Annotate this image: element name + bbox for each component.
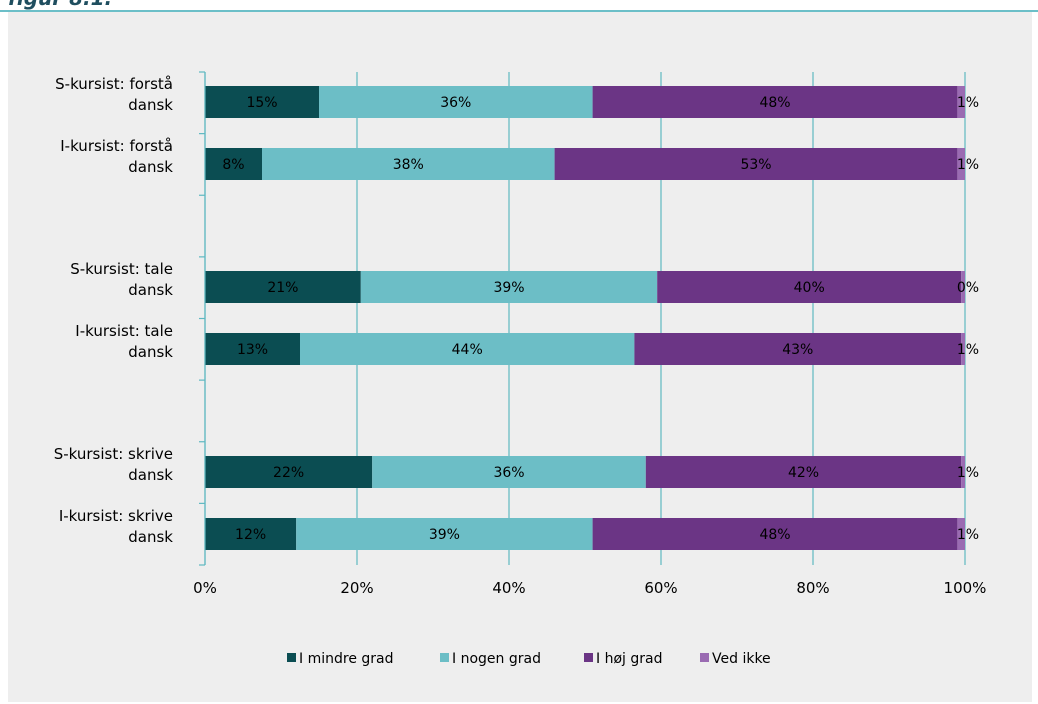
bar-segment xyxy=(634,333,962,365)
category-labels: S-kursist: forstå dansk I-kursist: forstå d… xyxy=(54,75,174,546)
data-label: 40% xyxy=(794,280,825,296)
bar-segment xyxy=(296,518,593,550)
data-label: 13% xyxy=(237,342,268,358)
bar-segment xyxy=(957,518,965,550)
bar-segment xyxy=(657,271,962,303)
category-label: S-kursist: skrive xyxy=(54,445,173,463)
x-tick-label: 60% xyxy=(644,579,677,597)
bar-segment xyxy=(205,333,300,365)
legend-swatch xyxy=(700,653,709,662)
x-tick-label: 20% xyxy=(340,579,373,597)
x-tick-label: 0% xyxy=(193,579,217,597)
data-label: 22% xyxy=(273,465,304,481)
category-label: S-kursist: tale xyxy=(70,260,173,278)
bar-segments: 15% 36% 48% 1% 8% 38% 53% 1% 21% 39% 40% 0% 13% 44% 43… xyxy=(205,86,979,550)
category-label: dansk xyxy=(128,466,173,484)
bar-segment xyxy=(554,148,958,180)
data-label: 43% xyxy=(782,342,813,358)
data-label: 1% xyxy=(957,527,979,543)
bar-segment xyxy=(205,148,262,180)
bar-segment xyxy=(961,333,965,365)
data-label: 36% xyxy=(493,465,524,481)
legend-label: Ved ikke xyxy=(712,651,771,667)
bar-segment xyxy=(300,333,635,365)
data-label: 12% xyxy=(235,527,266,543)
data-label: 1% xyxy=(957,342,979,358)
bar-segment xyxy=(205,518,297,550)
category-label: dansk xyxy=(128,96,173,114)
x-tick-label: 80% xyxy=(796,579,829,597)
bar-segment xyxy=(592,86,958,118)
bar-segment xyxy=(957,86,965,118)
data-label: 38% xyxy=(393,157,424,173)
y-axis xyxy=(199,71,206,566)
legend-label: I nogen grad xyxy=(452,651,541,667)
bar-segment xyxy=(372,456,646,488)
data-label: 44% xyxy=(452,342,483,358)
data-label: 39% xyxy=(429,527,460,543)
data-label: 39% xyxy=(493,280,524,296)
category-label: dansk xyxy=(128,158,173,176)
legend: I mindre grad I nogen grad I høj grad Ved i… xyxy=(287,651,771,667)
category-label: S-kursist: forstå xyxy=(55,75,173,93)
category-label: dansk xyxy=(128,343,173,361)
category-label: I-kursist: tale xyxy=(75,322,173,340)
legend-label: I mindre grad xyxy=(299,651,394,667)
data-label: 1% xyxy=(957,465,979,481)
bar-segment xyxy=(360,271,658,303)
legend-swatch xyxy=(440,653,449,662)
data-label: 36% xyxy=(440,95,471,111)
data-label: 21% xyxy=(267,280,298,296)
category-label: dansk xyxy=(128,528,173,546)
data-label: 1% xyxy=(957,157,979,173)
legend-swatch xyxy=(287,653,296,662)
data-label: 0% xyxy=(957,280,979,296)
bar-segment xyxy=(592,518,958,550)
data-label: 1% xyxy=(957,95,979,111)
data-label: 48% xyxy=(759,95,790,111)
data-label: 15% xyxy=(246,95,277,111)
x-tick-label: 100% xyxy=(944,579,987,597)
bar-segment xyxy=(205,271,361,303)
bar-segment xyxy=(205,86,319,118)
header-divider xyxy=(0,10,1038,12)
bar-segment xyxy=(961,456,965,488)
header-strip: figur 8.1. xyxy=(0,0,1038,10)
category-label: dansk xyxy=(128,281,173,299)
figure-title-fragment: figur 8.1. xyxy=(8,0,112,10)
bar-segment xyxy=(319,86,593,118)
bar-segment xyxy=(957,148,965,180)
category-label: I-kursist: skrive xyxy=(59,507,173,525)
bar-segment xyxy=(645,456,962,488)
data-label: 42% xyxy=(788,465,819,481)
legend-swatch xyxy=(584,653,593,662)
data-label: 8% xyxy=(222,157,244,173)
gridlines xyxy=(204,72,966,565)
legend-label: I høj grad xyxy=(596,651,662,667)
data-label: 48% xyxy=(759,527,790,543)
bar-segment xyxy=(262,148,555,180)
category-label: I-kursist: forstå xyxy=(60,137,173,155)
x-tick-label: 40% xyxy=(492,579,525,597)
data-label: 53% xyxy=(740,157,771,173)
bar-segment xyxy=(205,456,373,488)
x-tick-labels: 0% 20% 40% 60% 80% 100% xyxy=(193,579,986,597)
bar-segment xyxy=(961,271,965,303)
